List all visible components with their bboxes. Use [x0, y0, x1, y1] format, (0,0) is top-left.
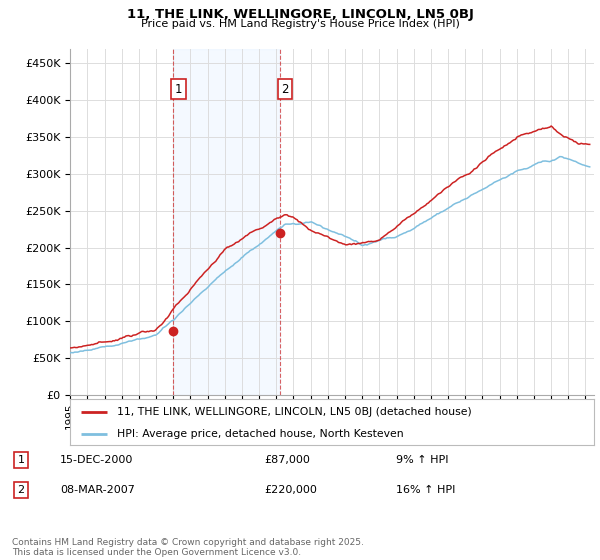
Text: 08-MAR-2007: 08-MAR-2007 [60, 485, 135, 495]
Text: 11, THE LINK, WELLINGORE, LINCOLN, LN5 0BJ (detached house): 11, THE LINK, WELLINGORE, LINCOLN, LN5 0… [118, 407, 472, 417]
Text: 11, THE LINK, WELLINGORE, LINCOLN, LN5 0BJ: 11, THE LINK, WELLINGORE, LINCOLN, LN5 0… [127, 8, 473, 21]
Bar [173, 49, 280, 395]
Text: Contains HM Land Registry data © Crown copyright and database right 2025.
This d: Contains HM Land Registry data © Crown c… [12, 538, 364, 557]
Text: £220,000: £220,000 [264, 485, 317, 495]
Text: 1: 1 [17, 455, 25, 465]
Text: HPI: Average price, detached house, North Kesteven: HPI: Average price, detached house, Nort… [118, 429, 404, 438]
Text: 15-DEC-2000: 15-DEC-2000 [60, 455, 133, 465]
Text: 9% ↑ HPI: 9% ↑ HPI [396, 455, 449, 465]
Text: Price paid vs. HM Land Registry's House Price Index (HPI): Price paid vs. HM Land Registry's House … [140, 19, 460, 29]
Text: 2: 2 [281, 83, 289, 96]
Text: 16% ↑ HPI: 16% ↑ HPI [396, 485, 455, 495]
Text: 1: 1 [175, 83, 182, 96]
Text: £87,000: £87,000 [264, 455, 310, 465]
Text: 2: 2 [17, 485, 25, 495]
